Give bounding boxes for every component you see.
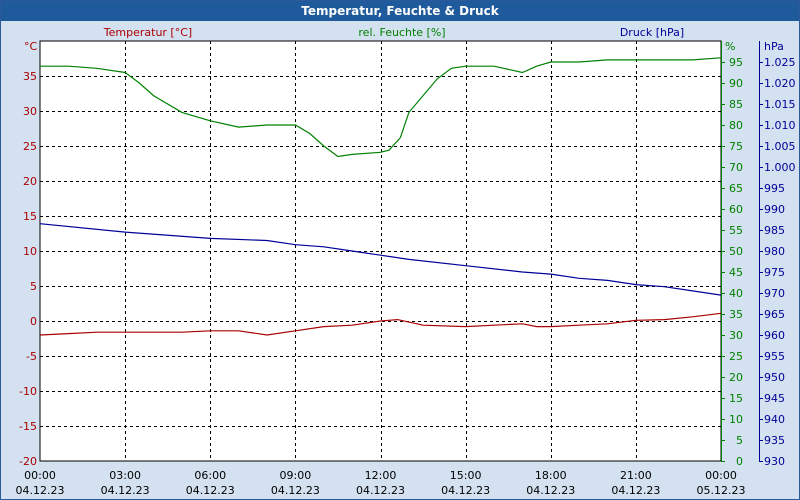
press-tick-label: 995 [764,182,785,195]
hum-tick-label: 40 [729,287,743,300]
temp-tick-label: 25 [23,140,37,153]
press-tick-label: 990 [764,203,785,216]
temp-tick-label: 15 [23,210,37,223]
temp-tick-label: -20 [19,455,37,468]
hum-tick-label: 30 [729,329,743,342]
x-tick-date: 04.12.23 [16,484,65,497]
press-tick-label: 950 [764,371,785,384]
press-tick-label: 1.005 [764,140,796,153]
temp-tick-label: -5 [26,350,37,363]
hum-tick-label: 75 [729,140,743,153]
hum-tick-label: 45 [729,266,743,279]
press-axis-title: Druck [hPa] [620,26,684,39]
temp-tick-label: 5 [30,280,37,293]
hum-tick-label: 20 [729,371,743,384]
hum-tick-label: 35 [729,308,743,321]
x-tick-time: 09:00 [280,469,312,482]
press-tick-label: 1.025 [764,56,796,69]
hum-tick-label: 80 [729,119,743,132]
press-tick-label: 955 [764,350,785,363]
press-tick-label: 985 [764,224,785,237]
press-tick-label: 1.020 [764,77,796,90]
press-tick-label: 945 [764,392,785,405]
x-tick-date: 04.12.23 [526,484,575,497]
temp-tick-label: -10 [19,385,37,398]
press-tick-label: 1.010 [764,119,796,132]
hum-tick-label: 0 [736,455,743,468]
temp-tick-label: 35 [23,70,37,83]
press-tick-label: 970 [764,287,785,300]
temp-axis-title: Temperatur [°C] [103,26,192,39]
hum-tick-label: 50 [729,245,743,258]
x-tick-date: 04.12.23 [611,484,660,497]
x-tick-date: 04.12.23 [186,484,235,497]
press-tick-label: 980 [764,245,785,258]
hum-tick-label: 5 [736,434,743,447]
hum-tick-label: 15 [729,392,743,405]
hum-tick-label: 10 [729,413,743,426]
series-line-hum [40,57,722,158]
temp-tick-label: 0 [30,315,37,328]
window-title: Temperatur, Feuchte & Druck [1,1,799,21]
hum-tick-label: 85 [729,98,743,111]
press-tick-label: 930 [764,455,785,468]
press-tick-label: 965 [764,308,785,321]
x-tick-date: 04.12.23 [441,484,490,497]
x-tick-time: 12:00 [365,469,397,482]
hum-axis-title: rel. Feuchte [%] [358,26,445,39]
series-line-temp [39,312,722,336]
x-tick-time: 03:00 [109,469,141,482]
press-unit: hPa [764,40,784,53]
x-tick-time: 00:00 [24,469,56,482]
press-tick-label: 935 [764,434,785,447]
x-tick-date: 05.12.23 [697,484,746,497]
hum-tick-label: 70 [729,161,743,174]
temp-tick-label: 20 [23,175,37,188]
temp-unit: °C [24,40,38,53]
x-tick-time: 00:00 [705,469,737,482]
series-line-press [39,223,722,296]
press-tick-label: 975 [764,266,785,279]
hum-unit: % [725,40,735,53]
x-tick-time: 06:00 [194,469,226,482]
press-tick-label: 1.000 [764,161,796,174]
x-tick-time: 21:00 [620,469,652,482]
press-tick-label: 1.015 [764,98,796,111]
press-tick-label: 960 [764,329,785,342]
temp-tick-label: 10 [23,245,37,258]
hum-tick-label: 90 [729,77,743,90]
temp-tick-label: 30 [23,105,37,118]
press-tick-label: 940 [764,413,785,426]
x-tick-date: 04.12.23 [101,484,150,497]
x-tick-time: 18:00 [535,469,567,482]
temp-tick-label: -15 [19,420,37,433]
hum-tick-label: 25 [729,350,743,363]
x-tick-date: 04.12.23 [271,484,320,497]
hum-tick-label: 60 [729,203,743,216]
x-tick-date: 04.12.23 [356,484,405,497]
hum-tick-label: 95 [729,56,743,69]
hum-tick-label: 65 [729,182,743,195]
x-tick-time: 15:00 [450,469,482,482]
hum-tick-label: 55 [729,224,743,237]
